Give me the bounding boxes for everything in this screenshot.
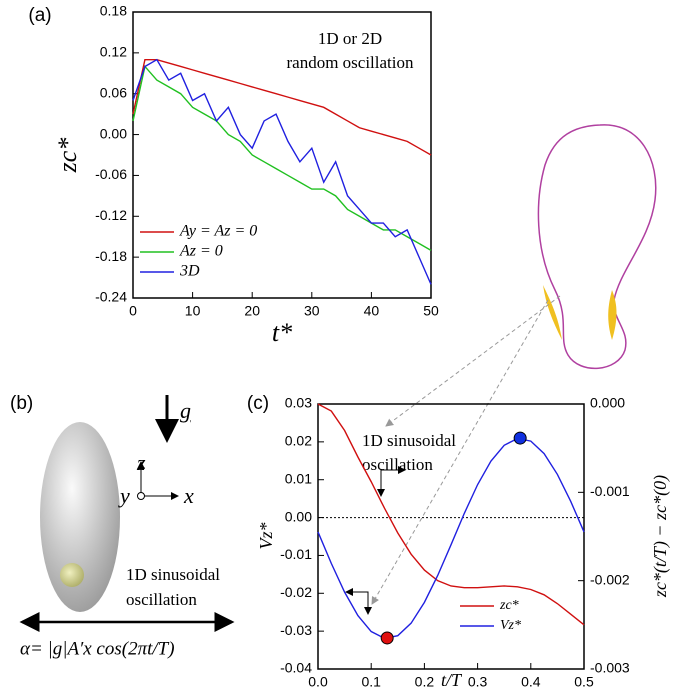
marker-point: [513, 431, 527, 445]
film-patch: [608, 290, 617, 340]
y-tick-label: -0.02: [280, 584, 312, 600]
legend-label: Az = 0: [179, 243, 223, 260]
data-line: [317, 403, 585, 626]
caption: 1D sinusoidal: [126, 565, 220, 584]
axis-label: y: [118, 483, 130, 508]
y-tick-label: -0.06: [95, 166, 127, 182]
panel-label: (a): [28, 5, 51, 26]
y2-tick-label: 0.000: [590, 395, 625, 411]
sphere: [60, 563, 84, 587]
x-tick-label: 0.2: [415, 674, 435, 690]
y-tick-label: -0.12: [95, 207, 127, 223]
caption: oscillation: [126, 590, 197, 609]
y-tick-label: -0.04: [280, 660, 312, 676]
x-tick-label: 20: [244, 303, 260, 319]
x-tick-label: 0.4: [521, 674, 541, 690]
legend-label: 3D: [179, 263, 200, 280]
y-tick-label: -0.18: [95, 248, 127, 264]
x-tick-label: 50: [423, 303, 439, 319]
y2-tick-label: -0.003: [590, 660, 630, 676]
legend-label: Vz*: [500, 618, 521, 633]
data-line: [132, 64, 432, 251]
y-axis-label: zc*: [53, 138, 82, 174]
y-tick-label: 0.03: [285, 395, 312, 411]
x-tick-label: 0.1: [361, 674, 381, 690]
direction-arrows: [345, 466, 406, 615]
pointer-arrow: [385, 295, 561, 427]
x-tick-label: 0.5: [574, 674, 594, 690]
y2-axis-label: zc*(t/T) − zc*(0): [650, 475, 671, 598]
plot-frame: [317, 403, 585, 670]
y-tick-label: 0.01: [285, 470, 312, 486]
x-tick-label: 40: [364, 303, 380, 319]
y-tick-label: -0.03: [280, 622, 312, 638]
y2-tick-label: -0.001: [590, 483, 630, 499]
annotation: 1D or 2D: [318, 29, 382, 48]
y-tick-label: 0.06: [100, 84, 127, 100]
annotation: 1D sinusoidal: [362, 431, 456, 450]
film-patch: [543, 285, 562, 340]
axis-label: z: [136, 450, 146, 475]
x-tick-label: 30: [304, 303, 320, 319]
panel-label: (b): [10, 393, 33, 414]
drop-shape: [537, 124, 657, 369]
data-line: [132, 58, 432, 156]
marker-point: [380, 631, 394, 645]
panel-label: (c): [247, 393, 269, 414]
x-axis-label: t/T: [441, 670, 463, 690]
x-tick-label: 0.3: [468, 674, 488, 690]
y-tick-label: -0.24: [95, 289, 127, 305]
axis-label: x: [183, 483, 194, 508]
y2-tick-label: -0.002: [590, 571, 630, 587]
legend-label: zc*: [499, 598, 519, 613]
y-axis-label: Vz*: [256, 523, 276, 550]
data-line: [132, 58, 432, 285]
x-tick-label: 0.0: [308, 674, 328, 690]
y-tick-label: 0.00: [285, 508, 312, 524]
y-tick-label: -0.01: [280, 546, 312, 562]
annotation: random oscillation: [286, 53, 414, 72]
y-tick-label: 0.00: [100, 125, 127, 141]
annotation: oscillation: [362, 455, 433, 474]
ellipsoid: [40, 422, 120, 612]
data-line: [317, 437, 585, 640]
y-tick-label: 0.02: [285, 433, 312, 449]
x-tick-label: 10: [185, 303, 201, 319]
pointer-arrow: [371, 299, 549, 605]
formula: α= |g|A′x cos(2πt/T): [20, 638, 175, 659]
legend-label: Ay = Az = 0: [179, 223, 257, 240]
y-tick-label: 0.12: [100, 44, 127, 60]
gravity-label: g: [180, 398, 191, 423]
y-axis-symbol: [137, 492, 145, 500]
y-tick-label: 0.18: [100, 3, 127, 19]
x-axis-label: t*: [272, 318, 292, 347]
x-tick-label: 0: [129, 303, 137, 319]
